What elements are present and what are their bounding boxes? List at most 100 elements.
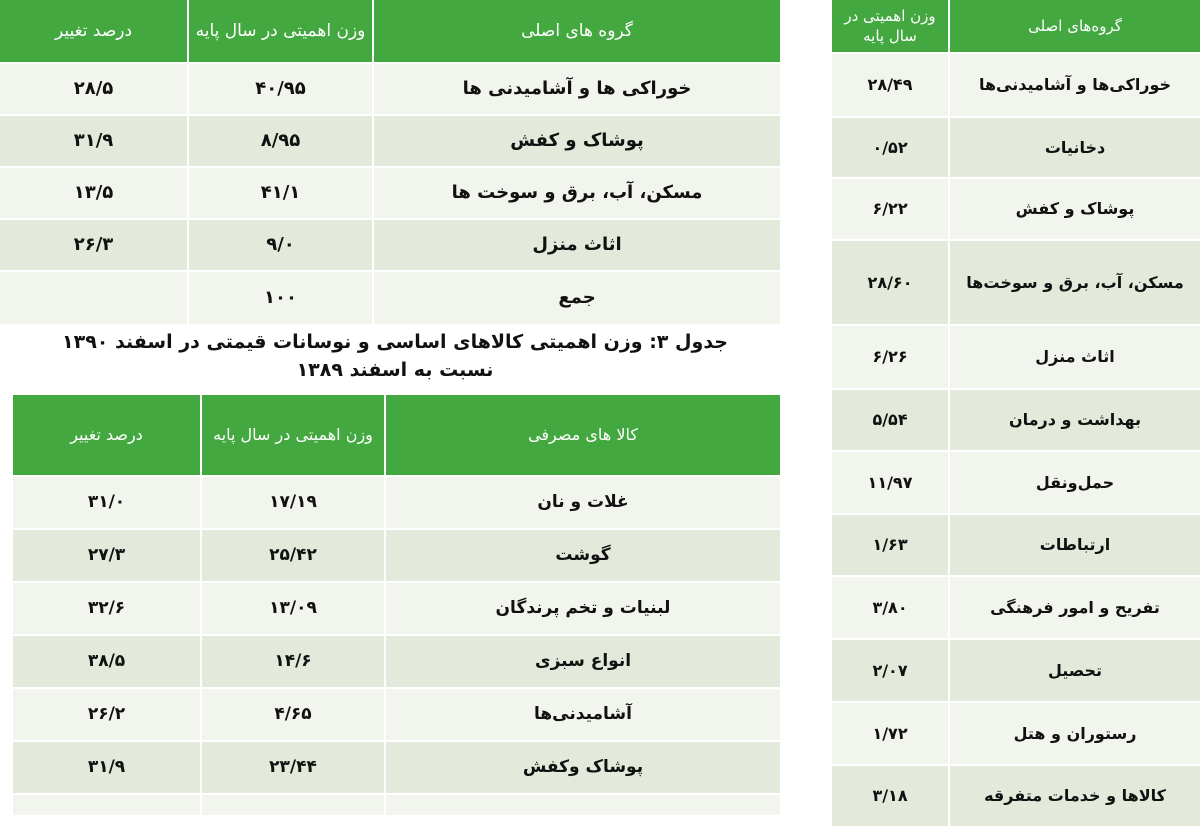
table-row: پوشاک و کفش ۸/۹۵ ۳۱/۹	[0, 116, 780, 166]
row-label: خوراکی ها و آشامیدنی ها	[374, 64, 780, 114]
table-row: تحصیل ۲/۰۷	[832, 640, 1200, 701]
row-label: مسکن، آب، برق و سوخت ها	[374, 168, 780, 218]
table-row: غلات و نان ۱۷/۱۹ ۳۱/۰	[13, 477, 780, 528]
row-value: ۳۱/۹	[13, 742, 200, 793]
row-value: ۱/۶۳	[832, 515, 948, 575]
row-label: حمل‌ونقل	[950, 452, 1200, 513]
row-label: مسکن، آب، برق و سوخت‌ها	[950, 241, 1200, 324]
column-header: درصد تغییر	[0, 0, 187, 62]
row-value: ۴/۶۵	[202, 689, 384, 740]
row-value: ۱۳/۵	[0, 168, 187, 218]
row-label: دخانیات	[950, 118, 1200, 177]
row-value: ۳۱/۰	[13, 477, 200, 528]
row-value: ۲۸/۵	[0, 64, 187, 114]
table-main-groups-change: گروه های اصلی وزن اهمیتی در سال پایه درصد …	[0, 0, 780, 326]
row-label	[386, 795, 780, 815]
row-label: پوشاک و کفش	[374, 116, 780, 166]
row-label: تحصیل	[950, 640, 1200, 701]
row-label: ارتباطات	[950, 515, 1200, 575]
table-row: کالاها و خدمات متفرقه ۳/۱۸	[832, 766, 1200, 826]
table-row: دخانیات ۰/۵۲	[832, 118, 1200, 177]
table-row: تفریح و امور فرهنگی ۳/۸۰	[832, 577, 1200, 638]
row-value: ۶/۲۲	[832, 179, 948, 239]
row-label: کالاها و خدمات متفرقه	[950, 766, 1200, 826]
table-consumer-goods: کالا های مصرفی وزن اهمیتی در سال پایه درصد…	[13, 395, 780, 817]
row-value: ۰/۵۲	[832, 118, 948, 177]
column-header: گروه‌های اصلی	[950, 0, 1200, 52]
table-row: اثاث منزل ۶/۲۶	[832, 326, 1200, 388]
row-label: پوشاک وکفش	[386, 742, 780, 793]
column-header: وزن اهمیتی در سال پایه	[202, 395, 384, 475]
row-value: ۸/۹۵	[189, 116, 372, 166]
table-row: جمع ۱۰۰	[0, 272, 780, 324]
row-label: رستوران و هتل	[950, 703, 1200, 764]
row-value: ۶/۲۶	[832, 326, 948, 388]
table-row: خوراکی ها و آشامیدنی ها ۴۰/۹۵ ۲۸/۵	[0, 64, 780, 114]
row-value: ۲۶/۲	[13, 689, 200, 740]
row-value: ۱۳/۰۹	[202, 583, 384, 634]
row-value: ۲۸/۴۹	[832, 54, 948, 116]
row-value: ۳/۸۰	[832, 577, 948, 638]
table-row: لبنیات و تخم پرندگان ۱۳/۰۹ ۳۲/۶	[13, 583, 780, 634]
row-value: ۲۷/۳	[13, 530, 200, 581]
table-header: کالا های مصرفی وزن اهمیتی در سال پایه درصد…	[13, 395, 780, 475]
row-label: اثاث منزل	[950, 326, 1200, 388]
table-row: مسکن، آب، برق و سوخت‌ها ۲۸/۶۰	[832, 241, 1200, 324]
row-value: ۳۲/۶	[13, 583, 200, 634]
row-value: ۲۶/۳	[0, 220, 187, 270]
row-label: تفریح و امور فرهنگی	[950, 577, 1200, 638]
row-label: اثاث منزل	[374, 220, 780, 270]
row-value: ۱۱/۹۷	[832, 452, 948, 513]
row-value: ۹/۰	[189, 220, 372, 270]
row-value: ۲۳/۴۴	[202, 742, 384, 793]
row-value: ۲۸/۶۰	[832, 241, 948, 324]
row-value: ۳۸/۵	[13, 636, 200, 687]
table-row: گوشت ۲۵/۴۲ ۲۷/۳	[13, 530, 780, 581]
row-label: خوراکی‌ها و آشامیدنی‌ها	[950, 54, 1200, 116]
row-value: ۴۱/۱	[189, 168, 372, 218]
row-value: ۴۰/۹۵	[189, 64, 372, 114]
row-label: لبنیات و تخم پرندگان	[386, 583, 780, 634]
table-row: مسکن، آب، برق و سوخت ها ۴۱/۱ ۱۳/۵	[0, 168, 780, 218]
row-value: ۲/۰۷	[832, 640, 948, 701]
row-value: ۱/۷۲	[832, 703, 948, 764]
table-row: ارتباطات ۱/۶۳	[832, 515, 1200, 575]
table-row: پوشاک و کفش ۶/۲۲	[832, 179, 1200, 239]
row-label: غلات و نان	[386, 477, 780, 528]
column-header: گروه های اصلی	[374, 0, 780, 62]
table-row: پوشاک وکفش ۲۳/۴۴ ۳۱/۹	[13, 742, 780, 793]
row-value: ۱۰۰	[189, 272, 372, 324]
table-main-groups-weights: گروه‌های اصلی وزن اهمیتی در سال پایه خوراک…	[832, 0, 1200, 828]
row-label: انواع سبزی	[386, 636, 780, 687]
row-label: گوشت	[386, 530, 780, 581]
table-row: رستوران و هتل ۱/۷۲	[832, 703, 1200, 764]
column-header: درصد تغییر	[13, 395, 200, 475]
table-row: خوراکی‌ها و آشامیدنی‌ها ۲۸/۴۹	[832, 54, 1200, 116]
table-header: گروه های اصلی وزن اهمیتی در سال پایه درصد …	[0, 0, 780, 62]
row-value	[202, 795, 384, 815]
row-value: ۵/۵۴	[832, 390, 948, 450]
row-value	[13, 795, 200, 815]
caption-line-1: جدول ۳: وزن اهمیتی کالاهای اساسی و نوسان…	[62, 331, 728, 353]
table-header: گروه‌های اصلی وزن اهمیتی در سال پایه	[832, 0, 1200, 52]
row-label: بهداشت و درمان	[950, 390, 1200, 450]
row-value: ۱۷/۱۹	[202, 477, 384, 528]
column-header: وزن اهمیتی در سال پایه	[189, 0, 372, 62]
table-row: اثاث منزل ۹/۰ ۲۶/۳	[0, 220, 780, 270]
row-value: ۲۵/۴۲	[202, 530, 384, 581]
table-3-caption: جدول ۳: وزن اهمیتی کالاهای اساسی و نوسان…	[0, 328, 790, 384]
table-row: آشامیدنی‌ها ۴/۶۵ ۲۶/۲	[13, 689, 780, 740]
column-header: وزن اهمیتی در سال پایه	[832, 0, 948, 52]
row-label: پوشاک و کفش	[950, 179, 1200, 239]
row-label: آشامیدنی‌ها	[386, 689, 780, 740]
table-row: انواع سبزی ۱۴/۶ ۳۸/۵	[13, 636, 780, 687]
row-label: جمع	[374, 272, 780, 324]
row-value: ۳۱/۹	[0, 116, 187, 166]
table-row	[13, 795, 780, 815]
column-header: کالا های مصرفی	[386, 395, 780, 475]
caption-line-2: نسبت به اسفند ۱۳۸۹	[296, 359, 494, 381]
row-value	[0, 272, 187, 324]
table-row: بهداشت و درمان ۵/۵۴	[832, 390, 1200, 450]
table-row: حمل‌ونقل ۱۱/۹۷	[832, 452, 1200, 513]
row-value: ۳/۱۸	[832, 766, 948, 826]
